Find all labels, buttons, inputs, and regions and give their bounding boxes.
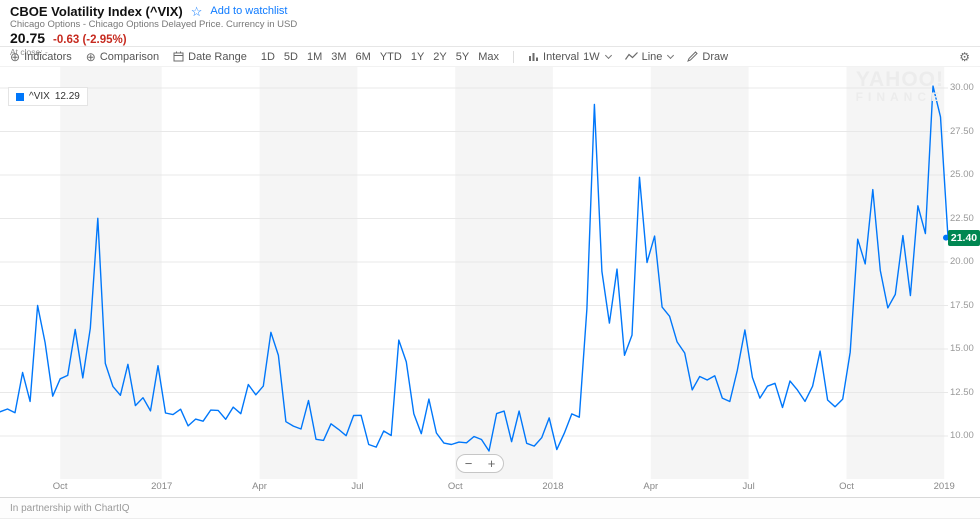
- indicators-button[interactable]: ⊕ Indicators: [10, 51, 72, 63]
- chevron-down-icon: [604, 51, 612, 59]
- range-button-6m[interactable]: 6M: [355, 50, 371, 63]
- chart-settings-button[interactable]: ⚙: [959, 51, 970, 63]
- y-axis-label: 12.50: [950, 386, 974, 398]
- current-price-badge: 21.40: [948, 229, 980, 246]
- line-chart-icon: [624, 52, 638, 60]
- quarter-band: [846, 67, 945, 479]
- zoom-out-button[interactable]: −: [464, 456, 473, 471]
- price-change: -0.63 (-2.95%): [53, 34, 127, 46]
- quote-header: CBOE Volatility Index (^VIX) ☆ Add to wa…: [0, 0, 980, 57]
- gear-icon: ⚙: [959, 49, 970, 64]
- draw-button[interactable]: Draw: [687, 51, 728, 63]
- star-icon[interactable]: ☆: [190, 4, 203, 19]
- chevron-down-icon: [667, 51, 675, 59]
- interval-dropdown[interactable]: Interval 1W: [528, 50, 612, 63]
- y-axis-label: 20.00: [950, 256, 974, 267]
- interval-label: Interval: [543, 50, 580, 63]
- range-button-3m[interactable]: 3M: [331, 50, 347, 63]
- y-axis-label: 25.00: [950, 169, 974, 180]
- x-axis-label: Oct: [839, 481, 854, 492]
- chart-type-dropdown[interactable]: Line: [624, 50, 675, 63]
- x-axis-label: Jul: [351, 481, 364, 492]
- circle-plus-icon: ⊕: [85, 49, 96, 64]
- x-axis-label: Oct: [447, 481, 463, 492]
- x-axis-label: 2017: [151, 481, 173, 492]
- zoom-in-button[interactable]: +: [487, 456, 496, 471]
- zoom-controls: − +: [456, 454, 504, 473]
- quarter-band: [60, 67, 162, 479]
- price-line-chart[interactable]: [0, 67, 949, 479]
- range-button-5d[interactable]: 5D: [283, 50, 298, 63]
- y-axis-label: 10.00: [950, 430, 974, 441]
- price-row: 20.75 -0.63 (-2.95%): [10, 31, 970, 47]
- add-to-watchlist-link[interactable]: Add to watchlist: [210, 5, 288, 17]
- y-axis-label: 22.50: [950, 212, 974, 224]
- calendar-icon: [173, 51, 184, 62]
- chart-area[interactable]: YAHOO! FINANCE ^VIX 12.29 10.00 12.50 15.0…: [0, 67, 980, 497]
- range-button-2y[interactable]: 2Y: [433, 50, 447, 63]
- y-axis-label: 30.00: [950, 82, 974, 93]
- x-axis: Oct 2017 Apr Jul Oct 2018 Apr Jul Oct 2019: [0, 479, 955, 495]
- series-legend[interactable]: ^VIX 12.29: [8, 87, 88, 106]
- chart-type-label: Line: [641, 50, 663, 63]
- vix-price-line: [0, 85, 949, 452]
- chart-toolbar: ⊕ Indicators ⊕ Comparison Date Range 1D 5…: [0, 46, 980, 67]
- pencil-icon: [687, 51, 699, 62]
- draw-label: Draw: [702, 50, 729, 63]
- x-axis-label: 2019: [933, 481, 955, 492]
- title-row: CBOE Volatility Index (^VIX) ☆ Add to wa…: [10, 4, 970, 19]
- chartiq-footer: In partnership with ChartIQ: [0, 497, 980, 519]
- page-title: CBOE Volatility Index (^VIX): [10, 4, 183, 19]
- legend-symbol: ^VIX: [29, 91, 50, 102]
- y-axis: 10.00 12.50 15.00 17.50 20.00 22.50 25.00 27.50…: [948, 67, 980, 479]
- circle-plus-icon: ⊕: [10, 49, 21, 64]
- footer-text: In partnership with ChartIQ: [10, 503, 130, 514]
- quarter-band: [455, 67, 553, 479]
- toolbar-divider: [513, 50, 515, 63]
- y-axis-label: 15.00: [950, 343, 974, 354]
- date-range-button[interactable]: Date Range: [173, 51, 247, 63]
- x-axis-label: Apr: [252, 481, 267, 492]
- y-axis-label: 17.50: [950, 299, 974, 311]
- x-axis-label: Oct: [52, 481, 68, 492]
- date-range-label: Date Range: [188, 50, 247, 63]
- x-axis-label: Apr: [643, 481, 659, 492]
- range-button-ytd[interactable]: YTD: [379, 50, 402, 63]
- range-buttons: 1D 5D 1M 3M 6M YTD 1Y 2Y 5Y Max: [261, 51, 499, 63]
- last-price: 20.75: [10, 30, 46, 46]
- range-button-5y[interactable]: 5Y: [455, 50, 470, 63]
- last-point-dot: [943, 234, 949, 241]
- range-button-max[interactable]: Max: [478, 50, 500, 63]
- y-axis-label: 27.50: [950, 125, 974, 137]
- range-button-1d[interactable]: 1D: [260, 50, 275, 63]
- comparison-label: Comparison: [99, 50, 160, 63]
- at-close-note: At close: -: [10, 47, 48, 57]
- quarter-band: [259, 67, 358, 479]
- comparison-button[interactable]: ⊕ Comparison: [86, 51, 159, 63]
- range-button-1y[interactable]: 1Y: [410, 50, 425, 63]
- indicators-label: Indicators: [24, 50, 72, 63]
- x-axis-label: 2018: [542, 481, 564, 492]
- legend-value: 12.29: [54, 91, 80, 102]
- interval-value: 1W: [583, 50, 600, 63]
- quarter-band: [650, 67, 749, 479]
- series-color-swatch: [16, 92, 24, 101]
- range-button-1m[interactable]: 1M: [306, 50, 323, 63]
- quote-subtitle: Chicago Options - Chicago Options Delaye…: [10, 19, 298, 30]
- interval-bars-icon: [529, 53, 539, 61]
- x-axis-label: Jul: [742, 481, 755, 492]
